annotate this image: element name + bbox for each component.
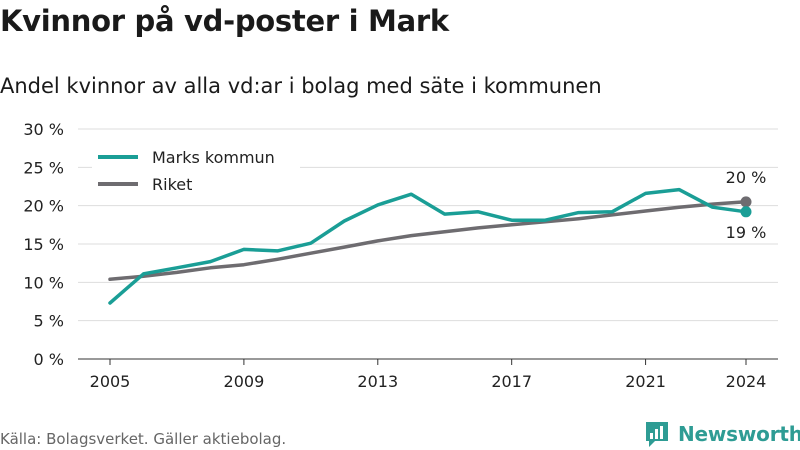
y-tick-label: 30 % bbox=[23, 120, 64, 139]
end-point-marks-kommun bbox=[740, 206, 752, 218]
x-axis: 2005 2009 2013 2017 2021 2024 bbox=[90, 359, 767, 391]
newsworthy-logo: Newsworthy bbox=[644, 419, 800, 449]
end-labels: 20 % 19 % bbox=[726, 168, 767, 242]
y-tick-label: 0 % bbox=[34, 350, 64, 369]
x-tick-label: 2013 bbox=[357, 372, 398, 391]
x-tick-label: 2005 bbox=[90, 372, 131, 391]
end-label-marks-kommun: 19 % bbox=[726, 223, 767, 242]
newsworthy-logo-icon bbox=[646, 422, 668, 447]
y-tick-label: 15 % bbox=[23, 235, 64, 254]
chart-subtitle: Andel kvinnor av alla vd:ar i bolag med … bbox=[0, 74, 602, 98]
source-note: Källa: Bolagsverket. Gäller aktiebolag. bbox=[0, 430, 287, 448]
legend-background bbox=[92, 142, 300, 198]
x-tick-label: 2009 bbox=[224, 372, 265, 391]
chart-title: Kvinnor på vd-poster i Mark bbox=[0, 4, 449, 38]
series-line-riket bbox=[108, 200, 748, 282]
end-point-riket bbox=[740, 196, 752, 208]
x-tick-label: 2017 bbox=[491, 372, 532, 391]
y-axis-labels: 0 % 5 % 10 % 15 % 20 % 25 % 30 % bbox=[23, 120, 64, 369]
legend-label-riket: Riket bbox=[152, 175, 192, 194]
legend: Marks kommun Riket bbox=[92, 142, 300, 198]
end-label-riket: 20 % bbox=[726, 168, 767, 187]
y-tick-label: 25 % bbox=[23, 158, 64, 177]
y-tick-label: 10 % bbox=[23, 273, 64, 292]
brand-name: Newsworthy bbox=[678, 422, 800, 446]
y-tick-label: 5 % bbox=[34, 312, 64, 331]
legend-label-marks-kommun: Marks kommun bbox=[152, 148, 275, 167]
x-tick-label: 2021 bbox=[625, 372, 666, 391]
x-tick-label: 2024 bbox=[726, 372, 767, 391]
series-line-marks-kommun bbox=[108, 187, 748, 305]
line-chart: 0 %5 %10 %15 %20 %25 %30 % 2005 2009 2013 2… bbox=[23, 120, 778, 391]
series-lines bbox=[108, 187, 752, 305]
y-tick-label: 20 % bbox=[23, 197, 64, 216]
